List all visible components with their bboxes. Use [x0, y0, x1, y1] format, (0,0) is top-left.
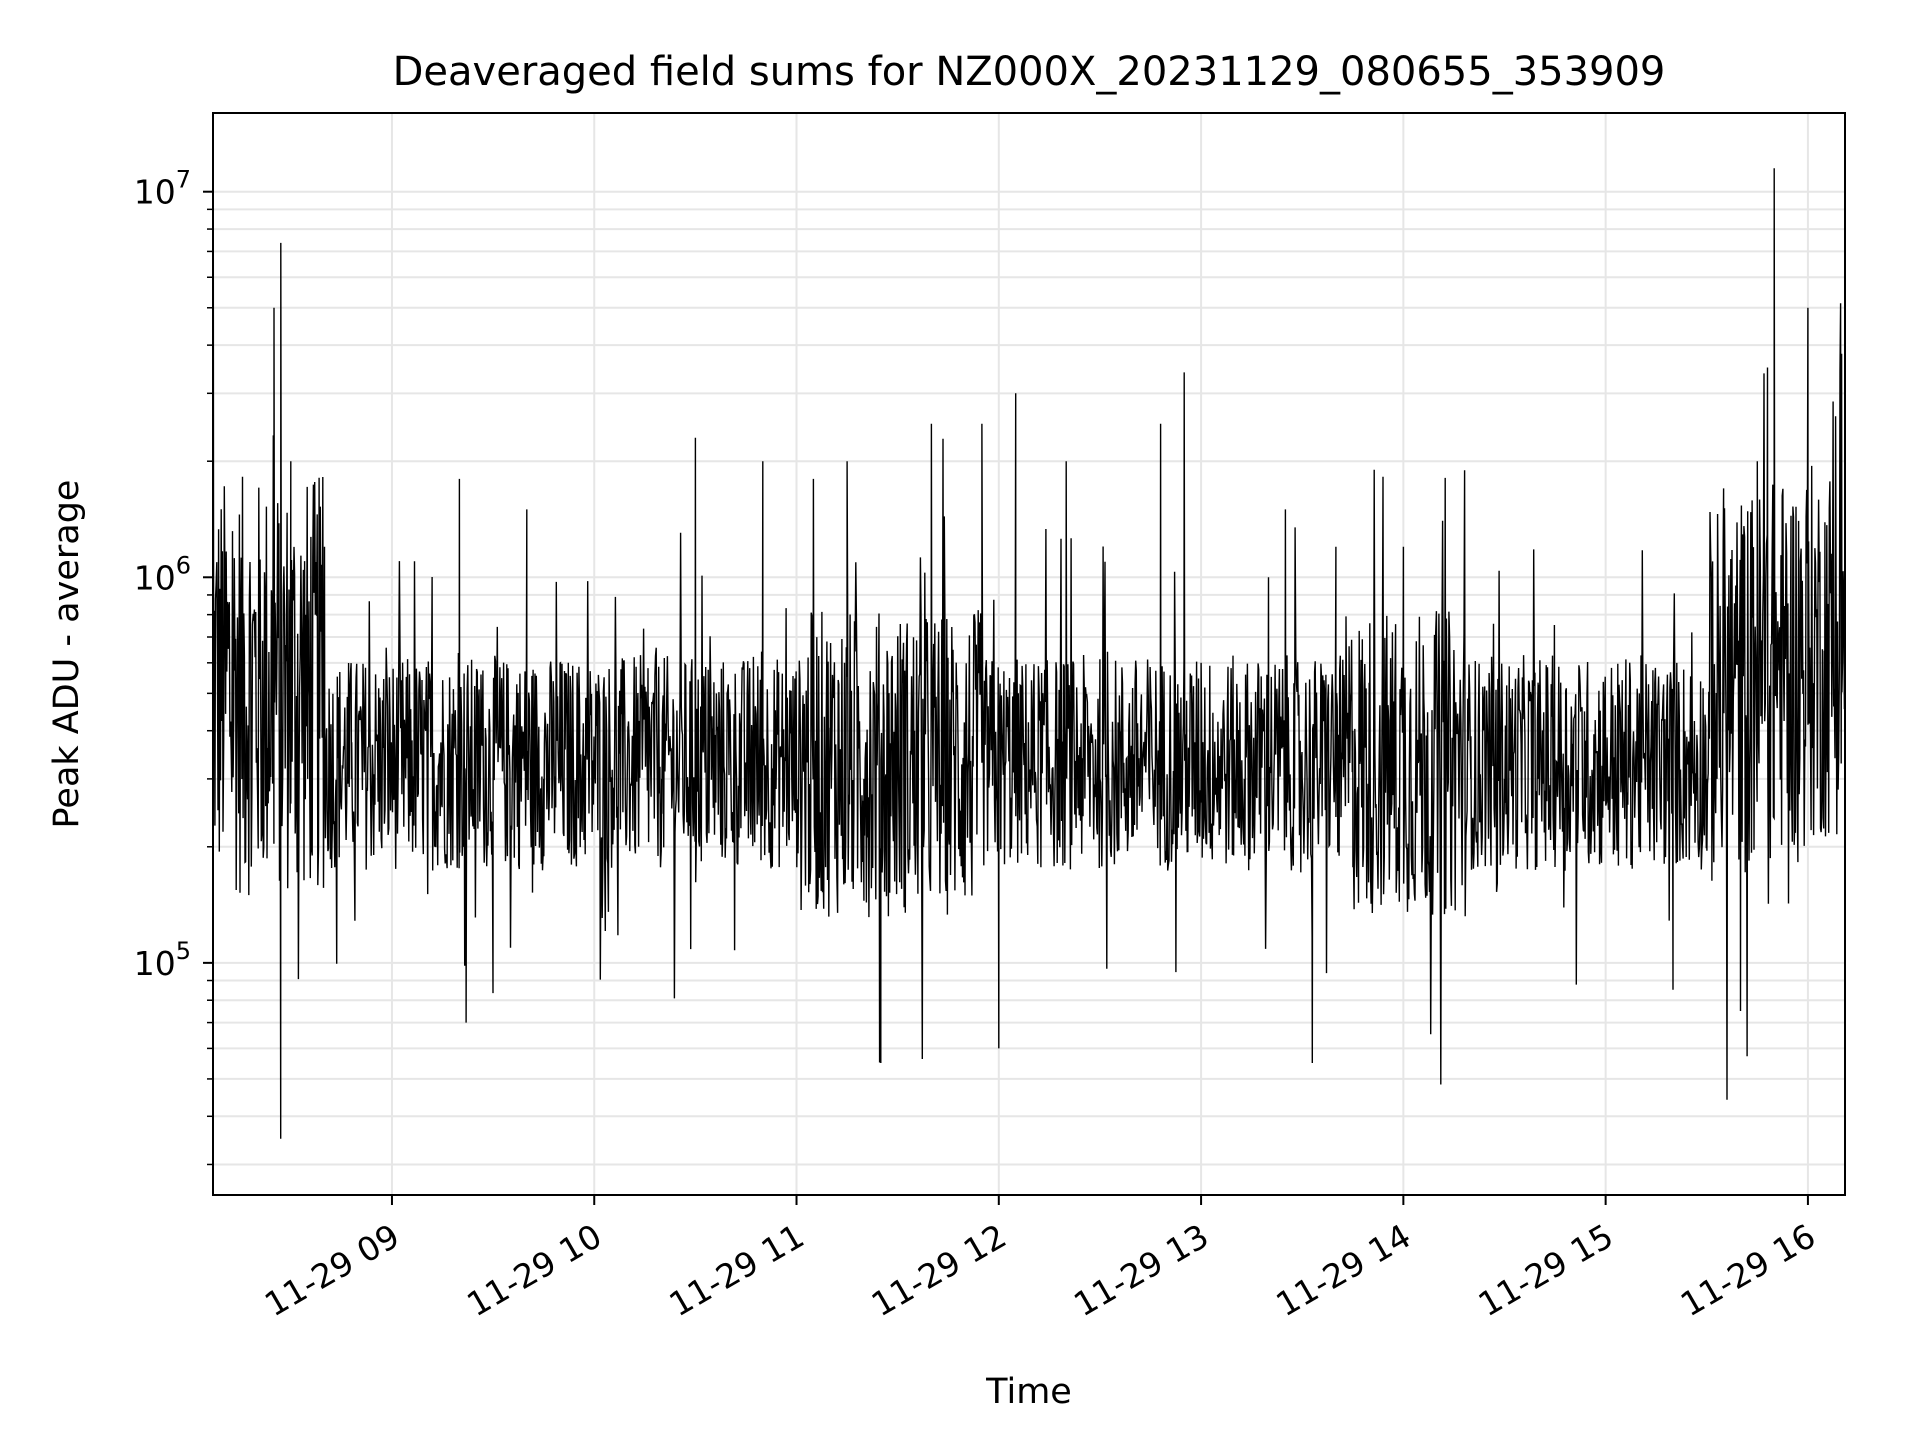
y-tick-label: 106: [134, 551, 191, 597]
chart-title: Deaveraged field sums for NZ000X_2023112…: [393, 49, 1666, 95]
series: [212, 168, 1846, 1139]
plot-frame: [212, 112, 1846, 1196]
series-line: [212, 168, 1846, 1139]
y-tick-label: 107: [134, 166, 191, 212]
y-axis-title: Peak ADU - average: [47, 480, 87, 829]
x-axis-title: Time: [985, 1372, 1072, 1412]
y-tick-label: 105: [134, 937, 191, 983]
